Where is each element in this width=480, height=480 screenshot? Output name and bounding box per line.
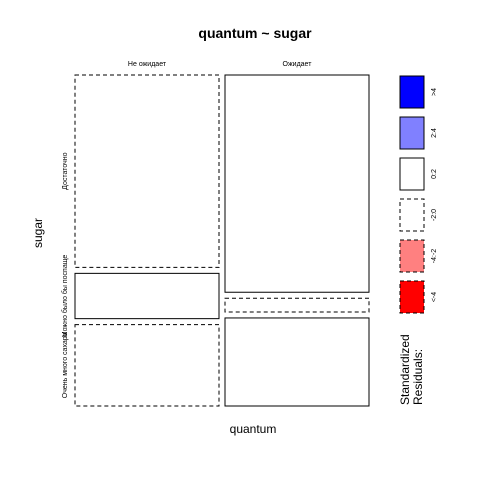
legend-swatch [399, 239, 425, 273]
chart-title: quantum ~ sugar [198, 25, 312, 41]
legend-label: 0:2 [431, 169, 438, 179]
legend-title-line1: Standardized [398, 334, 412, 405]
legend-label: <-4 [431, 292, 438, 302]
row-label: Достаточно [62, 152, 69, 189]
column-label: Ожидает [283, 61, 313, 68]
y-axis-label: sugar [31, 218, 45, 248]
legend-swatch [399, 198, 425, 232]
mosaic-tile [74, 74, 220, 268]
mosaic-tile [74, 324, 220, 407]
legend-title-line2: Residuals: [411, 349, 425, 405]
mosaic-tile [224, 297, 370, 313]
row-label: Можно было бы поспаще [61, 255, 69, 338]
legend-swatch [399, 157, 425, 191]
legend-label: -2:0 [431, 209, 438, 221]
column-label: Не ожидает [128, 61, 167, 68]
legend-label: >4 [431, 88, 438, 96]
x-axis-label: quantum [230, 422, 277, 436]
mosaic-tile [224, 317, 370, 407]
legend-swatch [399, 75, 425, 109]
legend-swatch [399, 280, 425, 314]
legend-swatch [399, 116, 425, 150]
legend-label: 2:4 [431, 128, 438, 138]
mosaic-tile [224, 74, 370, 293]
legend-label: -4:-2 [431, 249, 438, 264]
mosaic-tile [74, 272, 220, 320]
row-label: Очень много сахара [62, 332, 69, 398]
